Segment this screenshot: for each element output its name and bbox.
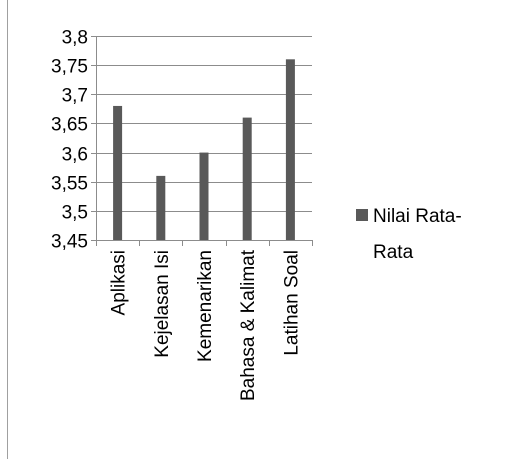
legend-label-line-2: Rata xyxy=(373,242,414,263)
x-tick-label: Kejelasan Isi xyxy=(152,250,173,358)
y-tick-label: 3,7 xyxy=(62,86,88,107)
axes xyxy=(91,36,313,246)
x-tick-label: Bahasa & Kalimat xyxy=(238,249,259,401)
legend-swatch xyxy=(356,209,368,221)
x-tick-labels: Aplikasi Kejelasan Isi Kemenarikan Bahasa &… xyxy=(109,249,303,401)
bar-3 xyxy=(242,117,252,240)
y-tick-label: 3,75 xyxy=(51,57,88,78)
legend: Nilai Rata- Rata xyxy=(356,206,462,263)
x-tick-label: Latihan Soal xyxy=(281,250,302,356)
x-tick-label: Kemenarikan xyxy=(195,250,216,362)
y-tick-labels: 3,8 3,75 3,7 3,65 3,6 3,55 3,5 3,45 xyxy=(51,28,88,253)
bar-2 xyxy=(199,152,209,240)
bar-4 xyxy=(285,59,295,240)
bars xyxy=(113,59,295,240)
y-tick-label: 3,55 xyxy=(51,174,88,195)
y-tick-label: 3,8 xyxy=(62,28,88,49)
y-tick-label: 3,65 xyxy=(51,115,88,136)
bar-0 xyxy=(113,105,123,240)
y-tick-label: 3,45 xyxy=(51,232,88,253)
legend-label-line-1: Nilai Rata- xyxy=(373,206,462,227)
x-tick-label: Aplikasi xyxy=(109,250,130,315)
bar-1 xyxy=(156,175,166,240)
y-tick-label: 3,6 xyxy=(62,145,88,166)
y-tick-label: 3,5 xyxy=(62,203,88,224)
